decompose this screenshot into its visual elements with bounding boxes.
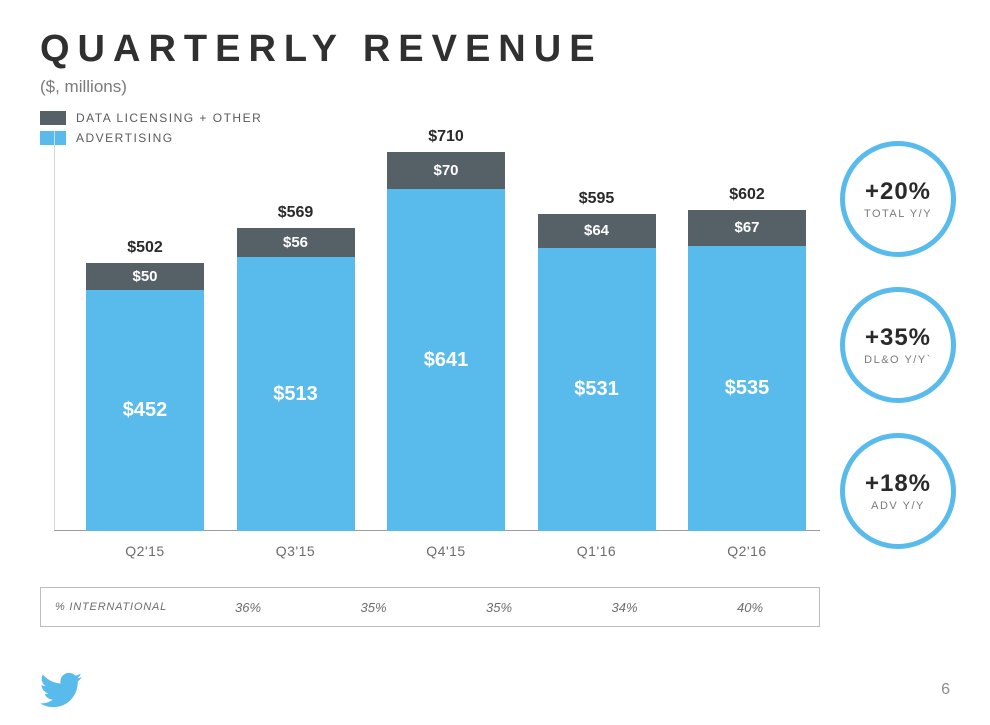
badges-column: +20% TOTAL Y/Y +35% DL&O Y/Y` +18% ADV Y…	[840, 141, 956, 627]
x-axis-label: Q4'15	[387, 543, 505, 559]
badge-value: +35%	[865, 324, 931, 352]
segment-advertising: $531	[538, 248, 656, 531]
x-axis-label: Q2'15	[86, 543, 204, 559]
international-value: 35%	[315, 600, 433, 615]
revenue-chart: $502 $50$452 $569 $56$513 $710 $70$641 $595 $64…	[40, 129, 820, 559]
bar-total-label: $595	[579, 190, 615, 208]
bar-stack: $50$452	[86, 263, 204, 531]
x-labels: Q2'15 Q3'15 Q4'15 Q1'16 Q2'16	[86, 543, 806, 559]
bar-total-label: $710	[428, 128, 464, 146]
badge-dlo-yoy: +35% DL&O Y/Y`	[840, 287, 956, 403]
segment-data-licensing: $50	[86, 263, 204, 290]
badge-sublabel: ADV Y/Y	[871, 500, 925, 512]
badge-value: +20%	[865, 178, 931, 206]
segment-data-licensing: $64	[538, 214, 656, 248]
x-axis-label: Q3'15	[237, 543, 355, 559]
content-row: $502$50$452$569$56$513$710$70$641$595$64…	[40, 151, 950, 627]
segment-data-licensing: $67	[688, 210, 806, 246]
bar-total-label: $569	[278, 204, 314, 222]
page-title: QUARTERLY REVENUE	[40, 28, 950, 71]
segment-advertising: $513	[237, 257, 355, 531]
bar-stack: $64$531	[538, 214, 656, 531]
bar-stack: $67$535	[688, 210, 806, 531]
bar-stack: $56$513	[237, 228, 355, 531]
segment-data-licensing: $56	[237, 228, 355, 258]
bars-container: $502 $50$452 $569 $56$513 $710 $70$641 $595 $64…	[86, 131, 806, 531]
legend-item-data-licensing: DATA LICENSING + OTHER	[40, 111, 950, 125]
badge-adv-yoy: +18% ADV Y/Y	[840, 433, 956, 549]
international-value: 35%	[440, 600, 558, 615]
bar-column: $602 $67$535	[688, 186, 806, 531]
international-label: % INTERNATIONAL	[41, 601, 183, 613]
legend-label: DATA LICENSING + OTHER	[76, 111, 262, 125]
international-values: 36% 35% 35% 34% 40%	[183, 600, 815, 615]
bar-total-label: $602	[729, 186, 765, 204]
bar-column: $595 $64$531	[538, 190, 656, 531]
international-value: 34%	[566, 600, 684, 615]
bar-column: $502 $50$452	[86, 239, 204, 531]
slide: QUARTERLY REVENUE ($, millions) DATA LIC…	[0, 0, 990, 725]
footer: 6	[40, 669, 950, 711]
page-number: 6	[941, 681, 950, 699]
bar-total-label: $502	[127, 239, 163, 257]
y-axis	[54, 131, 55, 531]
badge-sublabel: DL&O Y/Y`	[864, 354, 932, 366]
bar-column: $569 $56$513	[237, 204, 355, 531]
segment-advertising: $641	[387, 189, 505, 531]
bar-column: $710 $70$641	[387, 128, 505, 531]
subtitle: ($, millions)	[40, 77, 950, 97]
chart-zone: $502$50$452$569$56$513$710$70$641$595$64…	[40, 151, 820, 627]
badge-value: +18%	[865, 470, 931, 498]
international-value: 36%	[189, 600, 307, 615]
international-value: 40%	[691, 600, 809, 615]
legend-swatch	[40, 111, 66, 125]
bar-stack: $70$641	[387, 152, 505, 531]
international-row: % INTERNATIONAL 36% 35% 35% 34% 40%	[40, 587, 820, 627]
badge-sublabel: TOTAL Y/Y	[864, 208, 932, 220]
badge-total-yoy: +20% TOTAL Y/Y	[840, 141, 956, 257]
x-axis-label: Q2'16	[688, 543, 806, 559]
segment-advertising: $452	[86, 290, 204, 531]
segment-data-licensing: $70	[387, 152, 505, 189]
segment-advertising: $535	[688, 246, 806, 531]
twitter-bird-icon	[40, 669, 82, 711]
x-axis-label: Q1'16	[538, 543, 656, 559]
